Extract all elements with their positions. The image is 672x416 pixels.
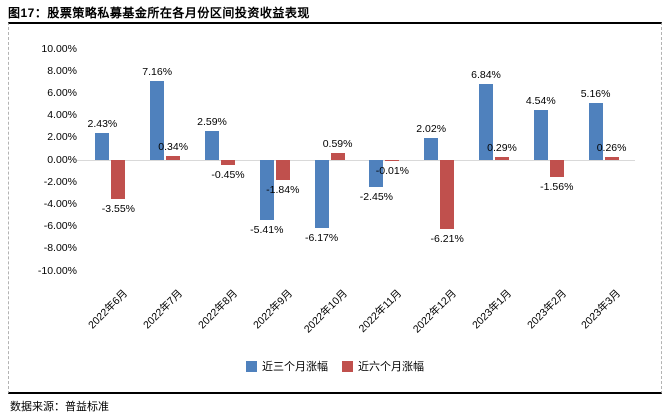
x-tick-label: 2022年7月 bbox=[141, 287, 186, 332]
y-tick-label: 6.00% bbox=[47, 86, 77, 99]
bar bbox=[424, 137, 439, 160]
legend-label: 近三个月涨幅 bbox=[262, 361, 328, 373]
bar bbox=[495, 156, 509, 160]
x-tick-label: 2023年2月 bbox=[524, 287, 569, 332]
bar-data-label: -6.17% bbox=[304, 232, 339, 245]
bar bbox=[205, 131, 219, 160]
legend-item: 近六个月涨幅 bbox=[342, 358, 424, 374]
chart-legend: 近三个月涨幅 近六个月涨幅 bbox=[9, 358, 661, 374]
y-tick-label: 2.00% bbox=[47, 131, 77, 144]
zero-axis-line bbox=[77, 160, 635, 161]
bar bbox=[221, 160, 235, 165]
bar-data-label: -0.45% bbox=[211, 168, 245, 181]
legend-swatch bbox=[246, 360, 257, 372]
bar-data-label: 7.16% bbox=[142, 65, 173, 78]
bar bbox=[314, 160, 329, 229]
y-tick-label: 0.00% bbox=[47, 153, 77, 166]
bar bbox=[479, 84, 493, 160]
y-tick-label: 10.00% bbox=[41, 42, 77, 55]
bar bbox=[275, 160, 290, 181]
chart-box: 10.00% 8.00% 6.00% 4.00% 2.00% 0.00% -2.00% -4.… bbox=[8, 22, 662, 394]
y-tick-label: -8.00% bbox=[43, 242, 77, 255]
y-tick-label: -6.00% bbox=[43, 220, 77, 233]
bar-data-label: 6.84% bbox=[471, 69, 501, 82]
data-source: 数据来源：普益标准 bbox=[10, 401, 109, 413]
x-tick-label: 2022年9月 bbox=[250, 287, 295, 332]
bar bbox=[533, 109, 548, 160]
y-tick-label: 4.00% bbox=[47, 109, 77, 122]
bar-data-label: 5.16% bbox=[580, 87, 611, 100]
bar-data-label: -5.41% bbox=[250, 224, 284, 237]
bar-data-label: -1.56% bbox=[540, 181, 574, 194]
bar-data-label: -1.84% bbox=[266, 184, 300, 197]
bar-data-label: 0.59% bbox=[322, 138, 353, 151]
bar-data-label: -2.45% bbox=[359, 191, 394, 204]
bar bbox=[385, 160, 400, 161]
bar bbox=[166, 156, 181, 160]
bar-data-label: 0.34% bbox=[158, 141, 189, 154]
x-tick-label: 2022年10月 bbox=[301, 287, 350, 336]
legend-label: 近六个月涨幅 bbox=[358, 361, 424, 373]
y-tick-label: -10.00% bbox=[37, 264, 77, 277]
x-tick-label: 2022年12月 bbox=[410, 287, 460, 336]
y-tick-label: -2.00% bbox=[43, 175, 77, 188]
bar-data-label: 0.29% bbox=[487, 141, 517, 154]
legend-item: 近三个月涨幅 bbox=[246, 358, 328, 374]
x-tick-label: 2023年3月 bbox=[579, 287, 624, 332]
bar bbox=[588, 102, 603, 160]
legend-swatch bbox=[342, 360, 353, 372]
figure-title: 图17：股票策略私募基金所在各月份区间投资收益表现 bbox=[8, 6, 310, 20]
bar-data-label: -0.01% bbox=[375, 165, 410, 177]
bar-data-label: 2.02% bbox=[416, 122, 447, 135]
y-tick-label: 8.00% bbox=[47, 64, 77, 77]
bar bbox=[604, 157, 619, 160]
bar bbox=[330, 153, 345, 160]
x-tick-label: 2023年1月 bbox=[469, 287, 514, 332]
bar bbox=[150, 80, 165, 160]
x-tick-label: 2022年6月 bbox=[86, 287, 131, 332]
bar bbox=[259, 160, 274, 221]
x-tick-label: 2022年8月 bbox=[195, 287, 240, 332]
bar bbox=[111, 160, 126, 200]
bar-data-label: 4.54% bbox=[525, 94, 556, 107]
bar bbox=[369, 160, 384, 188]
bar-data-label: 2.43% bbox=[87, 118, 118, 131]
bar-data-label: -3.55% bbox=[101, 203, 136, 216]
bar-data-label: 2.59% bbox=[197, 116, 227, 129]
bar bbox=[549, 160, 564, 178]
bar bbox=[440, 160, 455, 229]
bar-data-label: -6.21% bbox=[430, 232, 464, 245]
x-tick-label: 2022年11月 bbox=[356, 287, 405, 335]
bar bbox=[95, 133, 110, 160]
y-tick-label: -4.00% bbox=[43, 197, 77, 210]
bar-data-label: 0.26% bbox=[596, 142, 627, 155]
bar-chart-plot-area: 10.00% 8.00% 6.00% 4.00% 2.00% 0.00% -2.00% -4.… bbox=[9, 24, 661, 392]
